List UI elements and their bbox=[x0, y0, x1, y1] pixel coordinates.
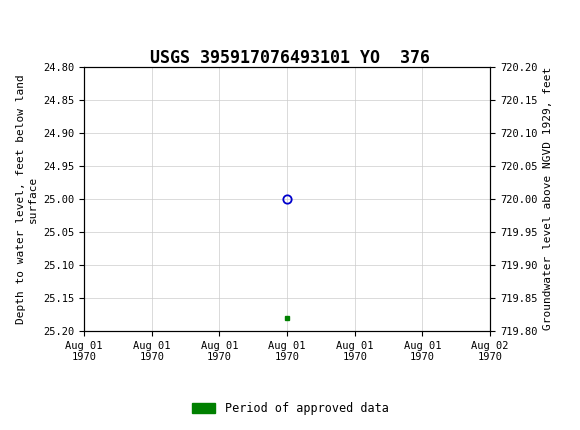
Legend: Period of approved data: Period of approved data bbox=[187, 397, 393, 420]
Y-axis label: Groundwater level above NGVD 1929, feet: Groundwater level above NGVD 1929, feet bbox=[543, 67, 553, 331]
Y-axis label: Depth to water level, feet below land
surface: Depth to water level, feet below land su… bbox=[16, 74, 38, 324]
Text: USGS 395917076493101 YO  376: USGS 395917076493101 YO 376 bbox=[150, 49, 430, 67]
Text: ≡USGS: ≡USGS bbox=[6, 14, 77, 31]
